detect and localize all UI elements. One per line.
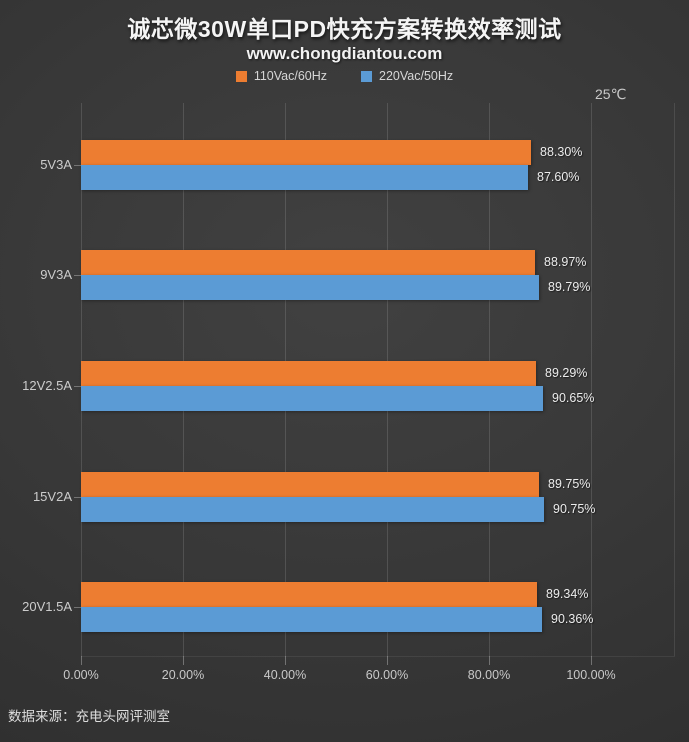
category-label: 15V2A <box>32 489 72 504</box>
bar-110vac-60hz <box>81 140 531 165</box>
bar-220vac-50hz <box>81 497 544 522</box>
bar-group-15v2a: 15V2A 89.75% 90.75% <box>33 472 675 522</box>
x-axis-tick <box>489 656 490 665</box>
bar-110vac-60hz <box>81 250 535 275</box>
x-axis-tick-label: 0.00% <box>63 668 99 682</box>
bar-110vac-60hz <box>81 472 539 497</box>
x-axis-tick <box>285 656 286 665</box>
bar-group-5v3a: 5V3A 88.30% 87.60% <box>40 140 675 190</box>
legend-swatch-icon <box>361 70 373 82</box>
x-axis-tick-label: 100.00% <box>566 668 616 682</box>
category-axis-tick <box>74 386 81 387</box>
data-label: 90.36% <box>551 612 594 626</box>
category-label: 20V1.5A <box>22 599 72 614</box>
data-label: 87.60% <box>537 170 580 184</box>
x-axis-tick-label: 80.00% <box>467 668 511 682</box>
data-label: 89.34% <box>546 587 589 601</box>
legend-label: 220Vac/50Hz <box>379 69 454 83</box>
bar-group-12v2-5a: 12V2.5A 89.29% 90.65% <box>22 361 675 411</box>
plot-area: 5V3A 88.30% 87.60% 9V3A 88.97% 89.79% 12V2.5A 8… <box>22 103 675 665</box>
x-axis-tick <box>387 656 388 665</box>
legend-item-110vac-60hz: 110Vac/60Hz <box>235 69 328 83</box>
x-axis-baseline <box>81 656 675 657</box>
category-axis-tick <box>74 607 81 608</box>
x-axis-tick <box>591 656 592 665</box>
bar-110vac-60hz <box>81 361 536 386</box>
x-axis-tick-label: 20.00% <box>161 668 205 682</box>
legend-swatch-icon <box>235 70 247 82</box>
bar-group-20v1-5a: 20V1.5A 89.34% 90.36% <box>22 582 675 632</box>
category-label: 12V2.5A <box>22 378 72 393</box>
data-label: 90.75% <box>553 502 596 516</box>
data-label: 90.65% <box>552 391 595 405</box>
data-label: 88.30% <box>540 145 583 159</box>
legend-label: 110Vac/60Hz <box>253 69 328 83</box>
plot-right-border <box>674 103 675 656</box>
x-axis-labels: 0.00% 20.00% 40.00% 60.00% 80.00% 100.00% <box>63 668 675 688</box>
category-label: 9V3A <box>40 267 72 282</box>
bar-220vac-50hz <box>81 165 528 190</box>
data-label: 89.29% <box>545 366 588 380</box>
bar-110vac-60hz <box>81 582 537 607</box>
data-label: 88.97% <box>544 255 587 269</box>
category-axis-tick <box>74 497 81 498</box>
legend-item-220vac-50hz: 220Vac/50Hz <box>361 69 453 83</box>
x-axis-tick <box>183 656 184 665</box>
x-axis-tick-label: 60.00% <box>365 668 409 682</box>
data-label: 89.79% <box>548 280 591 294</box>
bar-220vac-50hz <box>81 275 539 300</box>
chart-title: 诚芯微30W单口PD快充方案转换效率测试 <box>127 16 562 42</box>
gridline <box>591 103 592 656</box>
bar-220vac-50hz <box>81 386 543 411</box>
chart-legend: 110Vac/60Hz 220Vac/50Hz <box>0 69 689 83</box>
category-axis-tick <box>74 275 81 276</box>
x-axis-tick <box>81 656 82 665</box>
category-axis-tick <box>74 165 81 166</box>
data-label: 89.75% <box>548 477 591 491</box>
temperature-annotation: 25℃ <box>595 86 627 102</box>
bar-220vac-50hz <box>81 607 542 632</box>
data-source-note: 数据来源：充电头网评测室 <box>8 709 170 724</box>
x-axis-tick-label: 40.00% <box>263 668 307 682</box>
bar-group-9v3a: 9V3A 88.97% 89.79% <box>40 250 675 300</box>
category-label: 5V3A <box>40 157 72 172</box>
chart-subtitle: www.chongdiantou.com <box>246 44 443 63</box>
